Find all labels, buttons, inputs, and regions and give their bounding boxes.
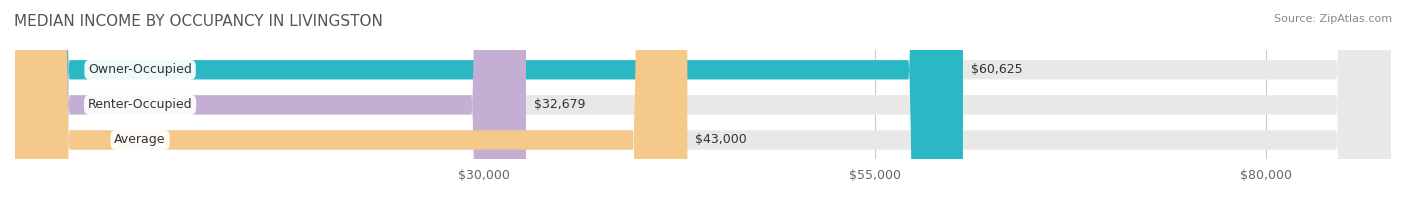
FancyBboxPatch shape (15, 0, 1391, 197)
FancyBboxPatch shape (15, 0, 1391, 197)
Text: MEDIAN INCOME BY OCCUPANCY IN LIVINGSTON: MEDIAN INCOME BY OCCUPANCY IN LIVINGSTON (14, 14, 382, 29)
Text: Average: Average (114, 134, 166, 147)
Text: $43,000: $43,000 (695, 134, 747, 147)
FancyBboxPatch shape (15, 0, 963, 197)
Text: Owner-Occupied: Owner-Occupied (89, 63, 193, 76)
Text: Source: ZipAtlas.com: Source: ZipAtlas.com (1274, 14, 1392, 24)
Text: $32,679: $32,679 (534, 98, 585, 111)
Text: Renter-Occupied: Renter-Occupied (87, 98, 193, 111)
FancyBboxPatch shape (15, 0, 688, 197)
Text: $60,625: $60,625 (970, 63, 1022, 76)
FancyBboxPatch shape (15, 0, 526, 197)
FancyBboxPatch shape (15, 0, 1391, 197)
